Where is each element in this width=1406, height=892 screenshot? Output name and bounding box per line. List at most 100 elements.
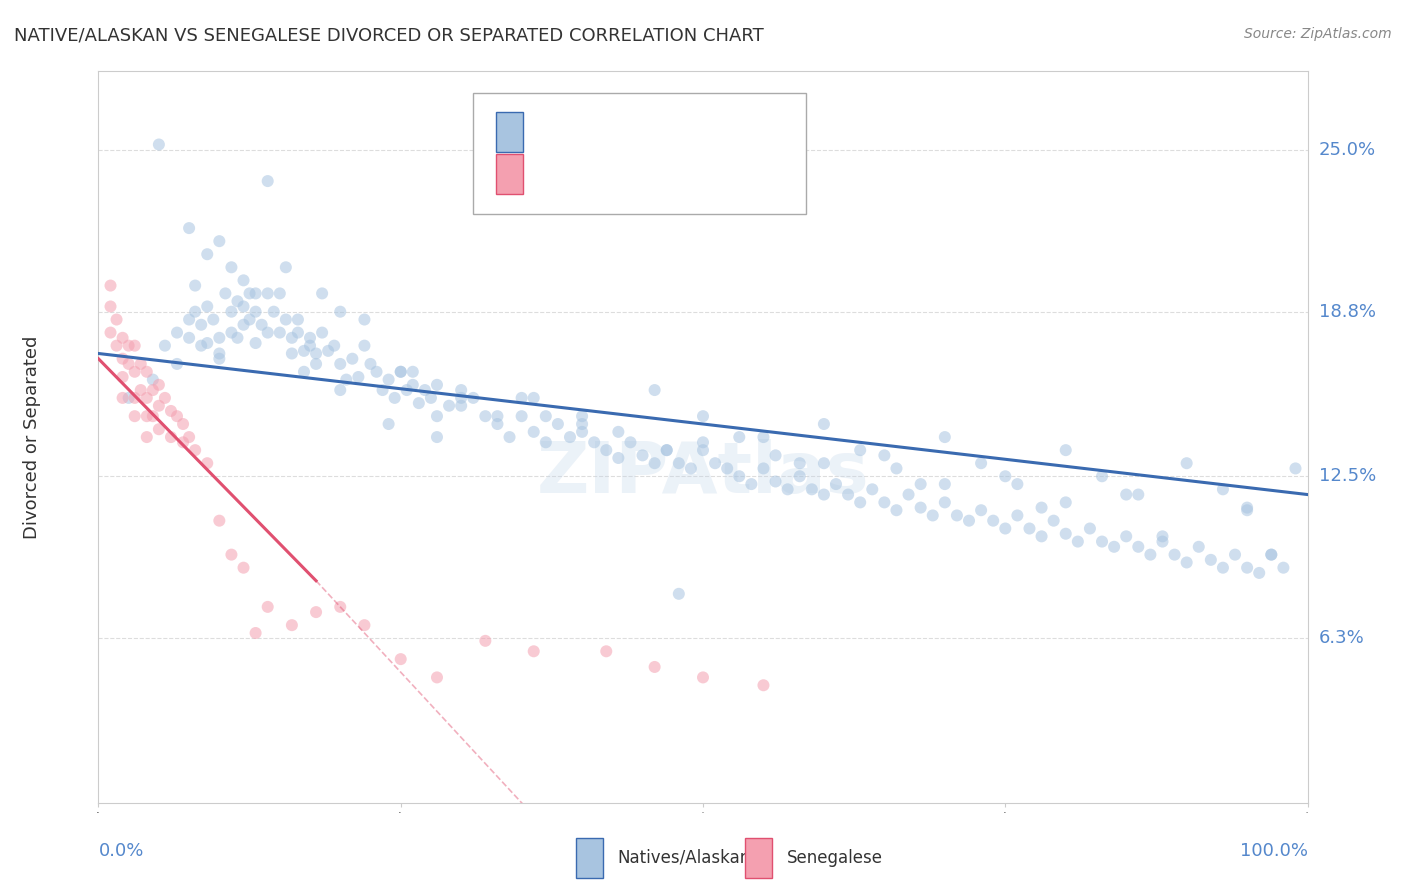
Point	[1018, 521, 1040, 535]
Text: ZIPAtlas: ZIPAtlas	[537, 439, 869, 508]
Text: 0.0%: 0.0%	[98, 842, 143, 860]
Point	[765, 448, 787, 462]
Point	[1031, 500, 1053, 515]
Point	[644, 383, 666, 397]
Point	[765, 475, 787, 489]
Point	[232, 560, 254, 574]
Point	[595, 644, 617, 658]
Point	[679, 461, 702, 475]
Point	[910, 500, 932, 515]
Point	[124, 365, 146, 379]
Point	[208, 351, 231, 366]
Point	[426, 377, 449, 392]
Point	[946, 508, 969, 523]
Point	[208, 331, 231, 345]
Point	[111, 370, 134, 384]
Point	[957, 514, 980, 528]
Point	[329, 304, 352, 318]
Point	[583, 435, 606, 450]
Point	[292, 343, 315, 358]
Text: NATIVE/ALASKAN VS SENEGALESE DIVORCED OR SEPARATED CORRELATION CHART: NATIVE/ALASKAN VS SENEGALESE DIVORCED OR…	[14, 27, 763, 45]
Point	[1031, 529, 1053, 543]
Point	[274, 260, 297, 275]
Point	[994, 469, 1017, 483]
Point	[239, 286, 262, 301]
Point	[800, 483, 823, 497]
Point	[921, 508, 943, 523]
Point	[135, 365, 157, 379]
Text: Source: ZipAtlas.com: Source: ZipAtlas.com	[1244, 27, 1392, 41]
Point	[148, 137, 170, 152]
Point	[752, 678, 775, 692]
Point	[179, 331, 201, 345]
FancyBboxPatch shape	[576, 838, 603, 878]
Point	[970, 503, 993, 517]
Point	[221, 326, 243, 340]
Point	[534, 409, 557, 424]
Point	[305, 346, 328, 360]
Point	[256, 599, 278, 614]
Point	[644, 456, 666, 470]
Point	[1236, 500, 1258, 515]
Point	[595, 443, 617, 458]
Point	[226, 294, 249, 309]
Point	[160, 404, 183, 418]
Point	[269, 286, 291, 301]
Point	[129, 383, 152, 397]
Point	[994, 521, 1017, 535]
Point	[402, 377, 425, 392]
Point	[1102, 540, 1125, 554]
Point	[100, 278, 122, 293]
Point	[256, 286, 278, 301]
Point	[934, 477, 956, 491]
Point	[408, 396, 430, 410]
Point	[752, 461, 775, 475]
Point	[245, 286, 267, 301]
Point	[124, 409, 146, 424]
Point	[208, 234, 231, 248]
Point	[105, 312, 128, 326]
Point	[335, 373, 357, 387]
FancyBboxPatch shape	[745, 838, 772, 878]
Point	[420, 391, 443, 405]
Point	[752, 430, 775, 444]
Point	[384, 391, 406, 405]
Point	[402, 365, 425, 379]
Point	[692, 409, 714, 424]
Point	[1042, 514, 1064, 528]
Point	[148, 399, 170, 413]
Point	[1272, 560, 1295, 574]
Point	[655, 443, 678, 458]
Point	[692, 670, 714, 684]
Point	[886, 461, 908, 475]
Point	[329, 357, 352, 371]
Text: R = -0.346: R = -0.346	[537, 165, 643, 183]
Point	[704, 456, 727, 470]
Point	[166, 409, 188, 424]
Point	[1212, 560, 1234, 574]
Point	[934, 495, 956, 509]
Point	[323, 339, 346, 353]
Point	[360, 357, 382, 371]
Point	[523, 425, 546, 439]
Point	[202, 312, 225, 326]
Point	[184, 278, 207, 293]
Point	[558, 430, 581, 444]
Point	[166, 326, 188, 340]
Point	[426, 409, 449, 424]
Point	[135, 430, 157, 444]
Point	[1260, 548, 1282, 562]
Point	[226, 331, 249, 345]
Point	[1152, 529, 1174, 543]
Point	[849, 443, 872, 458]
Point	[111, 391, 134, 405]
Point	[825, 477, 848, 491]
Point	[716, 461, 738, 475]
Point	[232, 273, 254, 287]
Point	[299, 339, 322, 353]
Point	[486, 409, 509, 424]
Point	[1054, 526, 1077, 541]
Point	[547, 417, 569, 431]
Text: Divorced or Separated: Divorced or Separated	[22, 335, 41, 539]
Point	[281, 346, 304, 360]
